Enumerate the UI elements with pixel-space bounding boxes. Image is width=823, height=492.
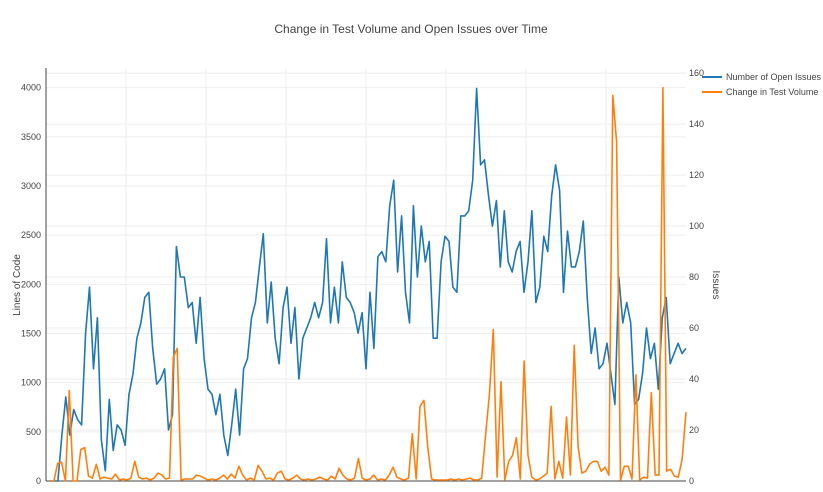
right-tick-label: 80 <box>689 272 699 282</box>
left-tick-label: 1000 <box>21 378 41 388</box>
legend: Number of Open Issues Change in Test Vol… <box>702 72 822 97</box>
left-tick-label: 0 <box>36 476 41 486</box>
right-tick-label: 40 <box>689 374 699 384</box>
right-tick-label: 100 <box>689 221 704 231</box>
left-axis-ticks: 0 500 1000 1500 2000 2500 3000 3500 4000 <box>21 83 41 486</box>
left-tick-label: 2500 <box>21 230 41 240</box>
chart-title: Change in Test Volume and Open Issues ov… <box>274 22 548 36</box>
left-tick-label: 2000 <box>21 279 41 289</box>
left-tick-label: 3000 <box>21 181 41 191</box>
series-layer <box>50 86 687 482</box>
right-axis-ticks: 0 20 40 60 80 100 120 140 160 <box>689 68 704 486</box>
right-axis-title: Issues <box>710 271 721 300</box>
right-tick-label: 0 <box>689 476 694 486</box>
left-axis-title: Lines of Code <box>12 254 23 316</box>
legend-label-test-volume: Change in Test Volume <box>726 87 818 97</box>
series-line-test-volume <box>50 86 687 482</box>
right-tick-label: 60 <box>689 323 699 333</box>
series-line-open-issues <box>50 87 687 482</box>
right-tick-label: 20 <box>689 425 699 435</box>
left-tick-label: 1500 <box>21 329 41 339</box>
legend-label-issues: Number of Open Issues <box>726 72 822 82</box>
left-tick-label: 500 <box>26 427 41 437</box>
right-tick-label: 140 <box>689 119 704 129</box>
left-tick-label: 4000 <box>21 83 41 93</box>
right-tick-label: 160 <box>689 68 704 78</box>
right-tick-label: 120 <box>689 170 704 180</box>
left-tick-label: 3500 <box>21 132 41 142</box>
